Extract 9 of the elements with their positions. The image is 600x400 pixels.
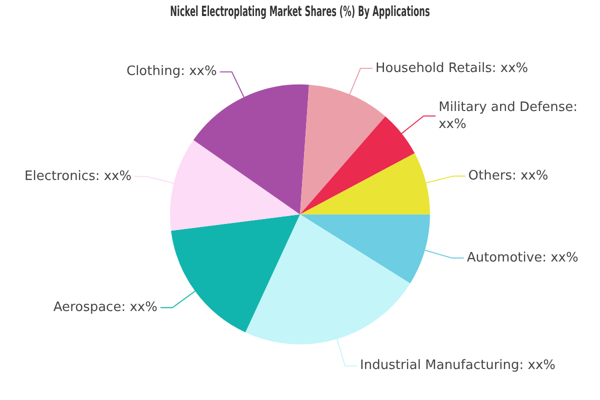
slice-label: Military and Defense: xx%	[438, 100, 578, 132]
slice-label: Clothing: xx%	[126, 64, 217, 80]
slice-label: Others: xx%	[468, 168, 548, 184]
slice-label: Electronics: xx%	[24, 168, 132, 184]
slice-label: Automotive: xx%	[466, 250, 578, 266]
slice-label: Industrial Manufacturing: xx%	[360, 358, 556, 374]
chart-title: Nickel Electroplating Market Shares (%) By Applications	[170, 2, 430, 20]
slice-label: Household Retails: xx%	[375, 60, 528, 76]
slice-label: Aerospace: xx%	[53, 300, 158, 316]
